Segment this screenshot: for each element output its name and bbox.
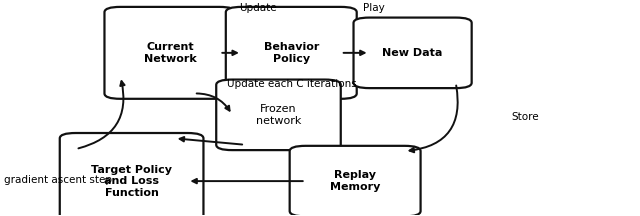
Text: New Data: New Data	[383, 48, 443, 58]
FancyBboxPatch shape	[104, 7, 236, 99]
FancyBboxPatch shape	[290, 146, 420, 216]
FancyBboxPatch shape	[60, 133, 204, 216]
FancyBboxPatch shape	[216, 79, 340, 150]
Text: Update each C iterations: Update each C iterations	[227, 79, 357, 89]
Text: Behavior
Policy: Behavior Policy	[264, 42, 319, 64]
Text: Store: Store	[511, 112, 540, 122]
Text: Current
Network: Current Network	[143, 42, 196, 64]
FancyBboxPatch shape	[226, 7, 356, 99]
Text: Target Policy
and Loss
Function: Target Policy and Loss Function	[91, 165, 172, 198]
Text: Replay
Memory: Replay Memory	[330, 170, 380, 192]
Text: Play: Play	[363, 3, 385, 13]
Text: gradient ascent step: gradient ascent step	[4, 175, 112, 185]
Text: Frozen
network: Frozen network	[256, 104, 301, 126]
FancyBboxPatch shape	[353, 17, 472, 88]
Text: Update: Update	[239, 3, 277, 13]
